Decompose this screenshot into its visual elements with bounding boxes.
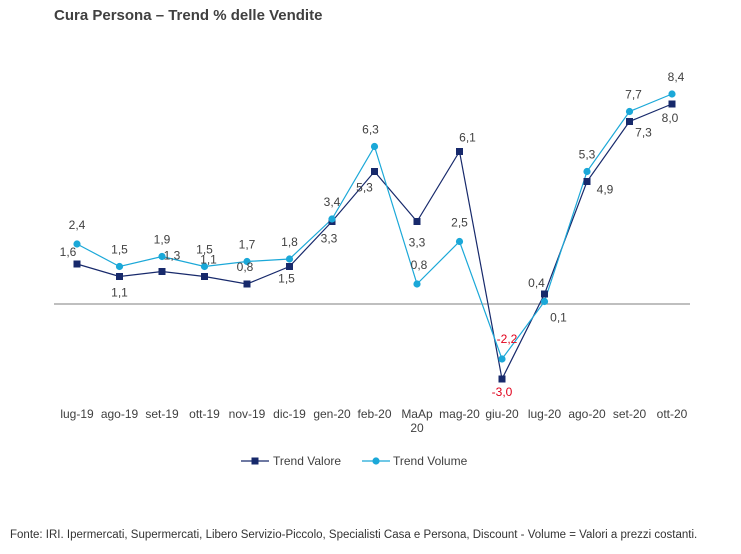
data-label: 7,7: [625, 88, 642, 102]
data-label: 5,3: [579, 148, 596, 162]
data-label: 3,4: [324, 195, 341, 209]
data-point-trend-volume: [200, 262, 209, 271]
data-label: 0,8: [237, 260, 254, 274]
data-label: 1,8: [281, 235, 298, 249]
data-label: -3,0: [492, 385, 513, 399]
data-label: 3,3: [409, 236, 426, 250]
data-label: 1,6: [60, 245, 77, 259]
x-tick-label: ago-20: [568, 407, 606, 421]
data-label: 2,4: [69, 218, 86, 232]
legend-label: Trend Valore: [273, 454, 341, 468]
data-point-trend-volume: [498, 355, 506, 363]
data-point-trend-volume: [583, 167, 591, 176]
x-tick-label: lug-20: [528, 407, 562, 421]
x-tick-label: mag-20: [439, 407, 480, 421]
data-label: 1,1: [200, 253, 217, 267]
data-label: 1,3: [164, 249, 181, 263]
x-tick-label: nov-19: [229, 407, 266, 421]
data-label: 1,5: [111, 243, 128, 257]
data-point-trend-valore: [201, 273, 208, 280]
data-point-trend-valore: [583, 178, 591, 185]
data-point-trend-volume: [625, 107, 634, 116]
data-label: 7,3: [635, 126, 652, 140]
x-tick-label: ott-20: [657, 407, 688, 421]
data-label: 3,3: [321, 232, 338, 246]
x-tick-label: ott-19: [189, 407, 220, 421]
data-point-trend-volume: [413, 280, 421, 288]
x-tick-label: lug-19: [60, 407, 94, 421]
legend-item: Trend Volume: [362, 454, 468, 468]
data-point-trend-valore: [413, 218, 421, 225]
data-point-trend-valore: [456, 148, 463, 155]
source-footnote: Fonte: IRI. Ipermercati, Supermercati, L…: [10, 529, 698, 541]
data-label: 1,5: [278, 272, 295, 286]
data-point-trend-volume: [668, 90, 676, 98]
x-tick-label: giu-20: [485, 407, 519, 421]
data-point-trend-volume: [243, 257, 251, 266]
data-point-trend-volume: [455, 237, 464, 246]
x-tick-label: set-20: [613, 407, 647, 421]
data-label: 8,4: [668, 70, 685, 84]
data-point-trend-valore: [243, 280, 251, 288]
data-label: 1,1: [111, 286, 128, 300]
data-label: 6,1: [459, 131, 476, 145]
data-point-trend-valore: [498, 375, 506, 383]
data-label: 0,4: [528, 276, 545, 290]
data-label: 4,9: [597, 183, 614, 197]
data-label: 2,5: [451, 216, 468, 230]
legend-label: Trend Volume: [393, 454, 468, 468]
data-point-trend-volume: [73, 240, 81, 248]
data-label: 0,1: [550, 311, 567, 325]
x-tick-label: feb-20: [357, 407, 391, 421]
data-point-trend-volume: [540, 297, 549, 306]
data-point-trend-valore: [541, 290, 548, 298]
data-point-trend-volume: [370, 142, 379, 151]
x-tick-label: MaAp 20: [401, 407, 433, 435]
data-point-trend-valore: [626, 118, 633, 125]
data-point-trend-valore: [286, 263, 293, 270]
data-label: 6,3: [362, 123, 379, 137]
data-point-trend-volume: [285, 255, 294, 263]
data-point-trend-valore: [158, 268, 166, 275]
data-point-trend-volume: [115, 262, 124, 271]
data-point-trend-valore: [668, 100, 676, 108]
data-point-trend-valore: [73, 260, 81, 268]
chart-title: Cura Persona – Trend % delle Vendite: [54, 7, 323, 24]
data-label: 1,9: [154, 233, 171, 247]
data-point-trend-valore: [116, 273, 123, 280]
data-label: 0,8: [411, 258, 428, 272]
data-label: 1,7: [239, 238, 256, 252]
data-label: 8,0: [662, 111, 679, 125]
x-tick-label: dic-19: [273, 407, 306, 421]
data-label: 1,5: [196, 243, 213, 257]
x-tick-label: ago-19: [101, 407, 139, 421]
data-point-trend-volume: [328, 215, 336, 223]
x-tick-label: gen-20: [313, 407, 351, 421]
data-label: 5,3: [356, 181, 373, 195]
legend-item: Trend Valore: [241, 454, 341, 468]
data-label: -2,2: [497, 332, 518, 346]
data-point-trend-valore: [371, 168, 378, 175]
x-tick-label: set-19: [145, 407, 179, 421]
data-point-trend-volume: [158, 252, 166, 261]
